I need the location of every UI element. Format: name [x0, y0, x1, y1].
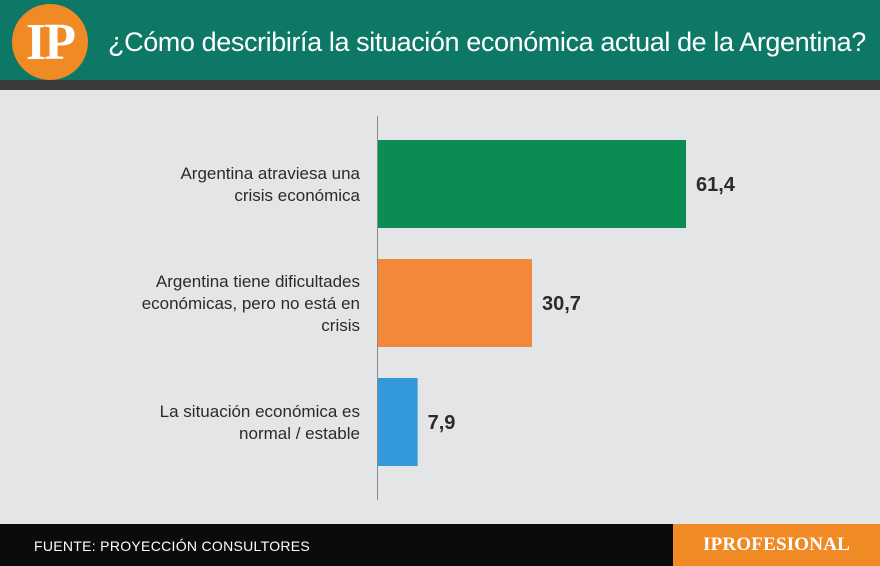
brand-logo: IPROFESIONAL	[673, 524, 880, 566]
category-label-line: crisis económica	[234, 186, 360, 205]
category-label-line: crisis	[321, 316, 360, 335]
bar-2	[378, 259, 532, 347]
ip-logo: IP	[12, 4, 88, 80]
bar-1	[378, 140, 686, 228]
value-label-1: 61,4	[696, 174, 736, 196]
value-label-2: 30,7	[542, 293, 581, 315]
chart-title: ¿Cómo describiría la situación económica…	[108, 27, 866, 57]
header-bar: IP ¿Cómo describiría la situación económ…	[0, 0, 880, 80]
bar-3	[378, 378, 418, 466]
category-label-line: económicas, pero no está en	[142, 294, 360, 313]
header-divider	[0, 80, 880, 90]
source-text: FUENTE: PROYECCIÓN CONSULTORES	[34, 538, 311, 554]
bar-chart: 61,4 Argentina atraviesa una crisis económ…	[142, 116, 736, 500]
category-label-line: normal / estable	[239, 424, 360, 443]
category-label-1: Argentina atraviesa una crisis económica	[180, 164, 360, 205]
category-label-3: La situación económica es normal / establ…	[160, 402, 360, 443]
category-label-line: Argentina tiene dificultades	[156, 272, 360, 291]
category-label-line: Argentina atraviesa una	[180, 164, 360, 183]
category-label-line: La situación económica es	[160, 402, 360, 421]
category-label-2: Argentina tiene dificultades económicas, …	[142, 272, 360, 335]
footer-bar: FUENTE: PROYECCIÓN CONSULTORES IPROFESIO…	[0, 524, 880, 566]
value-label-3: 7,9	[428, 412, 456, 434]
